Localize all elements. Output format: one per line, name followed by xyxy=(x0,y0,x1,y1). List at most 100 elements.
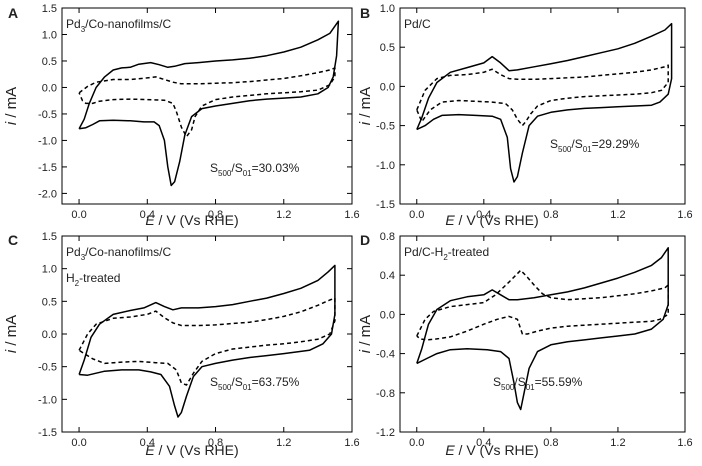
panel-b-ytick-label: -1.5 xyxy=(376,199,395,211)
panel-b-ratio-sub1: 500 xyxy=(558,145,572,154)
panel-d-plot-frame xyxy=(399,235,686,433)
panel-a-ratio-value: =30.03% xyxy=(252,161,300,175)
panel-a-ratio-mid: /S xyxy=(231,161,242,175)
panel-b-ylabel-italic: i xyxy=(357,121,374,125)
panel-a-ytick-label: -2.0 xyxy=(38,188,57,200)
panel-b-plot-frame xyxy=(399,7,686,205)
panel-c-xtick-label: 0.4 xyxy=(140,437,155,449)
panel-a-title-rest: /Co-nanofilms/C xyxy=(85,17,171,31)
panel-c-title-rest: /Co-nanofilms/C xyxy=(85,245,171,259)
panel-d-title-sub: 2 xyxy=(443,253,448,262)
panel-a-ylabel: i / mA xyxy=(3,87,20,125)
panel-a-xtick-label: 0.0 xyxy=(71,209,86,221)
panel-b-ratio-annotation: S500/S01=29.29% xyxy=(550,137,640,154)
panel-c-title-line2-sub: 2 xyxy=(75,279,80,288)
panel-a-xlabel: E / V (Vs RHE) xyxy=(145,212,238,228)
panel-b-xtick-label: 1.6 xyxy=(677,209,692,221)
panel-d-series-solid xyxy=(416,247,669,411)
panel-a-xtick-label: 0.4 xyxy=(140,209,155,221)
panel-b-ytick-label: 1.0 xyxy=(380,3,395,15)
panel-a-ytick-label: -1.5 xyxy=(38,162,57,174)
panel-d-ratio-annotation: S500/S01=55.59% xyxy=(493,375,583,392)
panel-c-ytick-label: -1.5 xyxy=(38,427,57,439)
panel-c-ratio-mid: /S xyxy=(231,375,242,389)
panel-d-ratio-s: S xyxy=(493,375,501,389)
panel-c-title-line2-rest: -treated xyxy=(79,271,120,285)
panel-c-letter: C xyxy=(8,232,18,248)
panel-d-ratio-mid: /S xyxy=(514,375,525,389)
panel-a-ratio-s: S xyxy=(210,161,218,175)
panel-c-ratio-sub1: 500 xyxy=(218,383,232,392)
panel-b-letter: B xyxy=(360,5,370,21)
panel-d-xtick-label: 0.4 xyxy=(476,437,491,449)
panel-c-ylabel-rest: / mA xyxy=(3,315,20,350)
panel-b-xlabel-italic: E xyxy=(445,212,455,228)
panel-d: D 0.0 0.4 0.8 1.2 1.6 -1.2 -0.8 -0.4 0.0 0.4 0.8 Pd/… xyxy=(357,231,693,458)
panel-c-xtick-label: 0.0 xyxy=(71,437,86,449)
panel-d-ytick-label: 0.4 xyxy=(380,270,395,282)
panel-c-ytick-label: -1.0 xyxy=(38,394,57,406)
panel-c-ytick-label: 0.0 xyxy=(42,329,57,341)
panel-b-xtick-label: 0.4 xyxy=(476,209,491,221)
panel-d-ylabel: i / mA xyxy=(357,315,374,353)
panel-d-series-dashed xyxy=(416,269,669,341)
panel-c-xtick-label: 1.2 xyxy=(276,437,291,449)
panel-a-series-solid xyxy=(78,20,340,187)
panel-a-ytick-label: -0.5 xyxy=(38,109,57,121)
panel-d-ylabel-italic: i xyxy=(357,349,374,353)
panel-c-ratio-value: =63.75% xyxy=(252,375,300,389)
panel-a-title-main: Pd xyxy=(66,17,81,31)
panel-c-ytick-label: 0.5 xyxy=(42,296,57,308)
panel-b-ratio-sub2: 01 xyxy=(583,145,592,154)
panel-a: A 0.0 0.4 0.8 1.2 1.6 -2.0 -1.5 -1.0 -0.5 0.0 0.5 1.… xyxy=(3,3,360,228)
panel-d-ytick-label: -1.2 xyxy=(376,427,395,439)
panel-d-ytick-label: 0.0 xyxy=(380,309,395,321)
panel-b-series-dashed xyxy=(416,64,669,127)
panel-b-ratio-s: S xyxy=(550,137,558,151)
panel-c-ylabel-italic: i xyxy=(3,349,20,353)
panel-a-xlabel-italic: E xyxy=(145,212,155,228)
panel-a-xtick-label: 0.8 xyxy=(208,209,223,221)
panel-b-ratio-value: =29.29% xyxy=(592,137,640,151)
panel-d-letter: D xyxy=(360,232,370,248)
panel-d-xlabel-italic: E xyxy=(445,442,455,458)
panel-d-ylabel-rest: / mA xyxy=(357,315,374,350)
panel-b-series-solid xyxy=(416,22,673,183)
panel-c-title-line2: H2-treated xyxy=(66,271,120,288)
panel-a-letter: A xyxy=(8,5,18,21)
panel-d-xtick-label: 0.0 xyxy=(409,437,424,449)
panel-c-title-sub: 3 xyxy=(81,253,86,262)
panel-a-series-dashed xyxy=(78,67,336,138)
panel-b-title: Pd/C xyxy=(404,17,431,31)
panel-a-ratio-sub1: 500 xyxy=(218,169,232,178)
panel-a-ratio-sub2: 01 xyxy=(243,169,252,178)
panel-c-ytick-label: -0.5 xyxy=(38,362,57,374)
panel-a-ylabel-rest: / mA xyxy=(3,87,20,122)
panel-c-ylabel: i / mA xyxy=(3,315,20,353)
panel-d-ytick-label: 0.8 xyxy=(380,231,395,243)
panel-d-ratio-sub1: 500 xyxy=(501,383,515,392)
panel-b-xlabel-rest: / V (Vs RHE) xyxy=(455,212,539,228)
panel-a-ytick-label: 0.0 xyxy=(42,82,57,94)
panel-c-xtick-label: 0.8 xyxy=(208,437,223,449)
panel-d-ratio-value: =55.59% xyxy=(535,375,583,389)
panel-b-ytick-label: 0.0 xyxy=(380,81,395,93)
panel-d-xtick-label: 1.2 xyxy=(610,437,625,449)
panel-a-ratio-annotation: S500/S01=30.03% xyxy=(210,161,300,178)
panel-b-ytick-label: -1.0 xyxy=(376,160,395,172)
panel-d-xtick-label: 1.6 xyxy=(677,437,692,449)
panel-b-xtick-label: 1.2 xyxy=(610,209,625,221)
panel-b-xtick-label: 0.8 xyxy=(543,209,558,221)
panel-c-series-dashed xyxy=(78,297,336,386)
panel-d-title-main: Pd/C-H xyxy=(404,245,443,259)
panel-b: B 0.0 0.4 0.8 1.2 1.6 -1.5 -1.0 -0.5 0.0 0.5 1.0 Pd/… xyxy=(357,3,693,228)
panel-a-title-sub: 3 xyxy=(81,25,86,34)
panel-d-xtick-label: 0.8 xyxy=(543,437,558,449)
panel-b-ytick-label: -0.5 xyxy=(376,121,395,133)
panel-a-plot-frame xyxy=(61,7,353,205)
panel-a-ylabel-italic: i xyxy=(3,121,20,125)
panel-d-xlabel-rest: / V (Vs RHE) xyxy=(455,442,539,458)
panel-c-xlabel: E / V (Vs RHE) xyxy=(145,442,238,458)
panel-b-ratio-mid: /S xyxy=(571,137,582,151)
panel-c: C 0.0 0.4 0.8 1.2 1.6 -1.5 -1.0 -0.5 0.0 0.5 1.0 1.5… xyxy=(3,231,360,458)
